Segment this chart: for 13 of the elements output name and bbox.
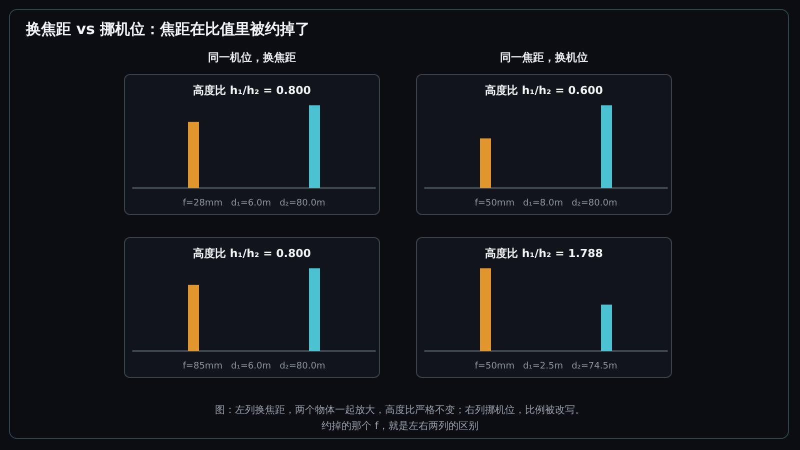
x-axis-title: f=85mm d₁=6.0m d₂=80.0m (182, 362, 326, 372)
text: 换焦距 vs 挪机位：焦距在比值里被约掉了 (26, 20, 310, 39)
x-axis-title: f=50mm d₁=8.0m d₂=80.0m (474, 198, 618, 208)
chart-title: 高度比 h₁/h₂ = 0.600 (485, 84, 604, 97)
text: 约掉的那个 f，就是左右两列的区别 (320, 420, 480, 434)
x-axis-title: f=50mm d₁=2.5m d₂=74.5m (474, 362, 618, 372)
chart-title: 高度比 h₁/h₂ = 0.800 (193, 247, 312, 260)
chart-subtitle: 同一焦距，换机位 (499, 50, 589, 65)
x-axis-title: f=28mm d₁=6.0m d₂=80.0m (182, 198, 326, 208)
chart-subtitle: 同一机位，换焦距 (207, 50, 297, 65)
chart-title: 高度比 h₁/h₂ = 0.800 (193, 84, 312, 97)
chart-title: 高度比 h₁/h₂ = 1.788 (485, 247, 603, 260)
text: 图：左列换焦距，两个物体一起放大，高度比严格不变；右列挪机位，比例被改写。 (214, 404, 586, 418)
